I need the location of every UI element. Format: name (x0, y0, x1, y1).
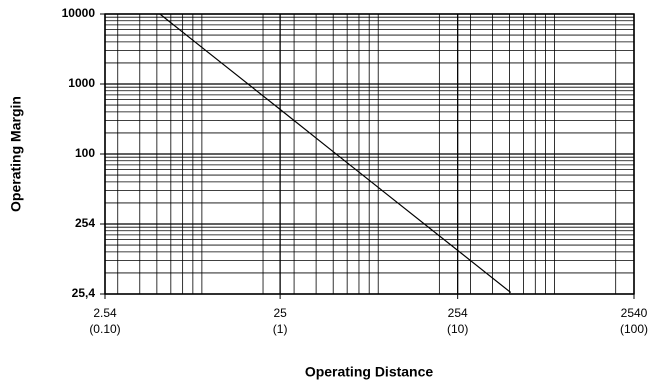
x-tick-sublabel: (100) (620, 322, 648, 336)
y-tick-label: 25,4 (72, 286, 96, 300)
y-tick-label: 254 (75, 216, 95, 230)
y-axis-title: Operating Margin (8, 96, 24, 212)
x-tick-label: 254 (448, 306, 468, 320)
data-line (159, 13, 512, 293)
x-tick-label: 2540 (621, 306, 648, 320)
y-tick-label: 1000 (68, 76, 95, 90)
x-tick-sublabel: (10) (447, 322, 468, 336)
y-tick-label: 100 (75, 146, 95, 160)
plot-frame (104, 13, 635, 295)
x-tick-sublabel: (1) (273, 322, 288, 336)
x-tick-sublabel: (0.10) (89, 322, 120, 336)
y-tick-label: 10000 (62, 6, 96, 20)
x-tick-label: 25 (273, 306, 287, 320)
x-axis-title: Operating Distance (305, 364, 434, 380)
x-tick-label: 2.54 (93, 306, 117, 320)
